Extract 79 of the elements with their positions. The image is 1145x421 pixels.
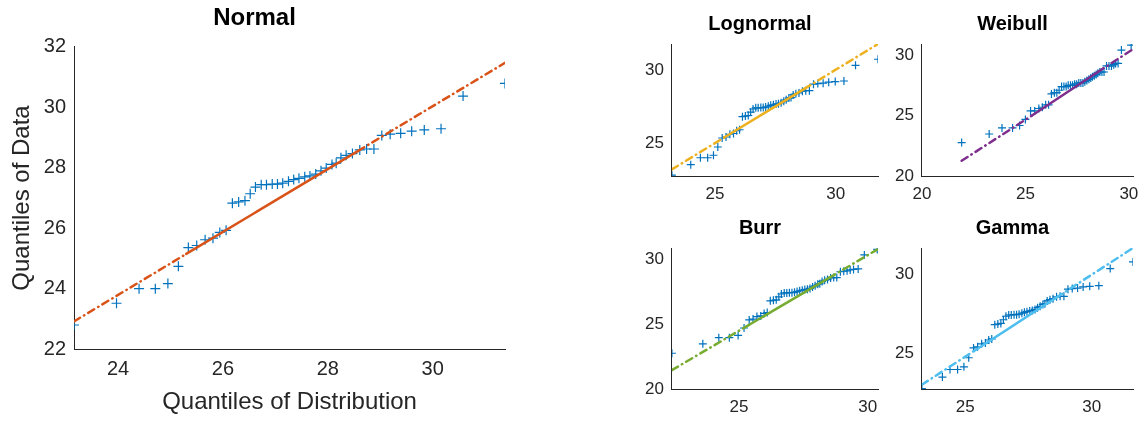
point (110, 297, 123, 309)
x-tick-label: 25 (955, 397, 975, 417)
chart-title: Burr (738, 215, 782, 238)
point (997, 123, 1007, 133)
point (293, 172, 305, 184)
x-tick-label: 30 (421, 356, 444, 379)
point (172, 260, 184, 272)
y-tick-label: 30 (644, 249, 664, 269)
y-tick-label: 30 (894, 264, 914, 284)
y-tick-label: 20 (894, 166, 914, 186)
point (368, 143, 380, 155)
x-tick-label: 25 (1015, 184, 1035, 204)
point (220, 224, 232, 236)
y-tick-label: 25 (894, 343, 914, 363)
point (937, 372, 948, 382)
y-tick-label: 25 (644, 132, 664, 152)
point (698, 339, 708, 349)
point (239, 195, 251, 207)
x-tick-label: 26 (211, 356, 235, 379)
y-tick-label: 24 (43, 276, 67, 299)
y-tick-label: 30 (894, 44, 914, 64)
point (354, 144, 366, 156)
point (395, 127, 407, 139)
point (418, 124, 430, 136)
x-axis-title: Quantiles of Distribution (162, 387, 417, 415)
point (277, 177, 289, 189)
y-tick-label: 26 (43, 215, 67, 238)
point (457, 90, 469, 102)
point (330, 157, 342, 169)
x-tick-label: 30 (1119, 184, 1139, 204)
y-tick-label: 30 (644, 60, 664, 80)
y-tick-label: 25 (644, 314, 664, 334)
point (406, 125, 418, 137)
point (282, 175, 295, 187)
point (214, 226, 226, 239)
point (162, 277, 174, 290)
point (739, 323, 749, 333)
y-tick-label: 22 (43, 336, 67, 359)
point (853, 264, 863, 274)
chart-title: Normal (213, 3, 296, 31)
y-tick-label: 32 (43, 34, 67, 57)
point (207, 232, 219, 244)
x-tick-label: 24 (106, 356, 130, 379)
point (226, 197, 238, 209)
x-tick-label: 30 (858, 397, 878, 417)
y-tick-label: 20 (644, 379, 664, 399)
point (959, 362, 969, 372)
chart-title: Lognormal (708, 11, 812, 34)
point (271, 178, 284, 190)
point (733, 330, 743, 341)
x-tick-label: 25 (705, 184, 725, 204)
point (984, 129, 994, 139)
point (233, 196, 245, 208)
point (133, 283, 145, 295)
y-tick-label: 30 (43, 94, 67, 117)
x-tick-label: 20 (912, 184, 932, 204)
point (1116, 45, 1127, 55)
y-axis-title: Quantiles of Data (7, 104, 35, 291)
point (1078, 282, 1088, 292)
point (149, 283, 161, 295)
point (288, 173, 300, 186)
x-tick-label: 30 (1082, 397, 1102, 417)
point (335, 152, 347, 164)
x-tick-label: 28 (316, 356, 339, 379)
y-tick-label: 25 (894, 105, 914, 125)
point (376, 129, 388, 141)
point (244, 188, 256, 200)
point (304, 170, 316, 182)
point (435, 123, 447, 135)
point (839, 76, 849, 86)
point (249, 181, 262, 193)
chart-title: Weibull (977, 11, 1048, 34)
y-tick-label: 28 (43, 155, 67, 178)
point (1063, 284, 1073, 294)
point (713, 142, 723, 152)
x-tick-label: 30 (826, 184, 846, 204)
x-tick-label: 25 (729, 397, 749, 417)
point (346, 147, 359, 160)
chart-title: Gamma (975, 215, 1051, 238)
